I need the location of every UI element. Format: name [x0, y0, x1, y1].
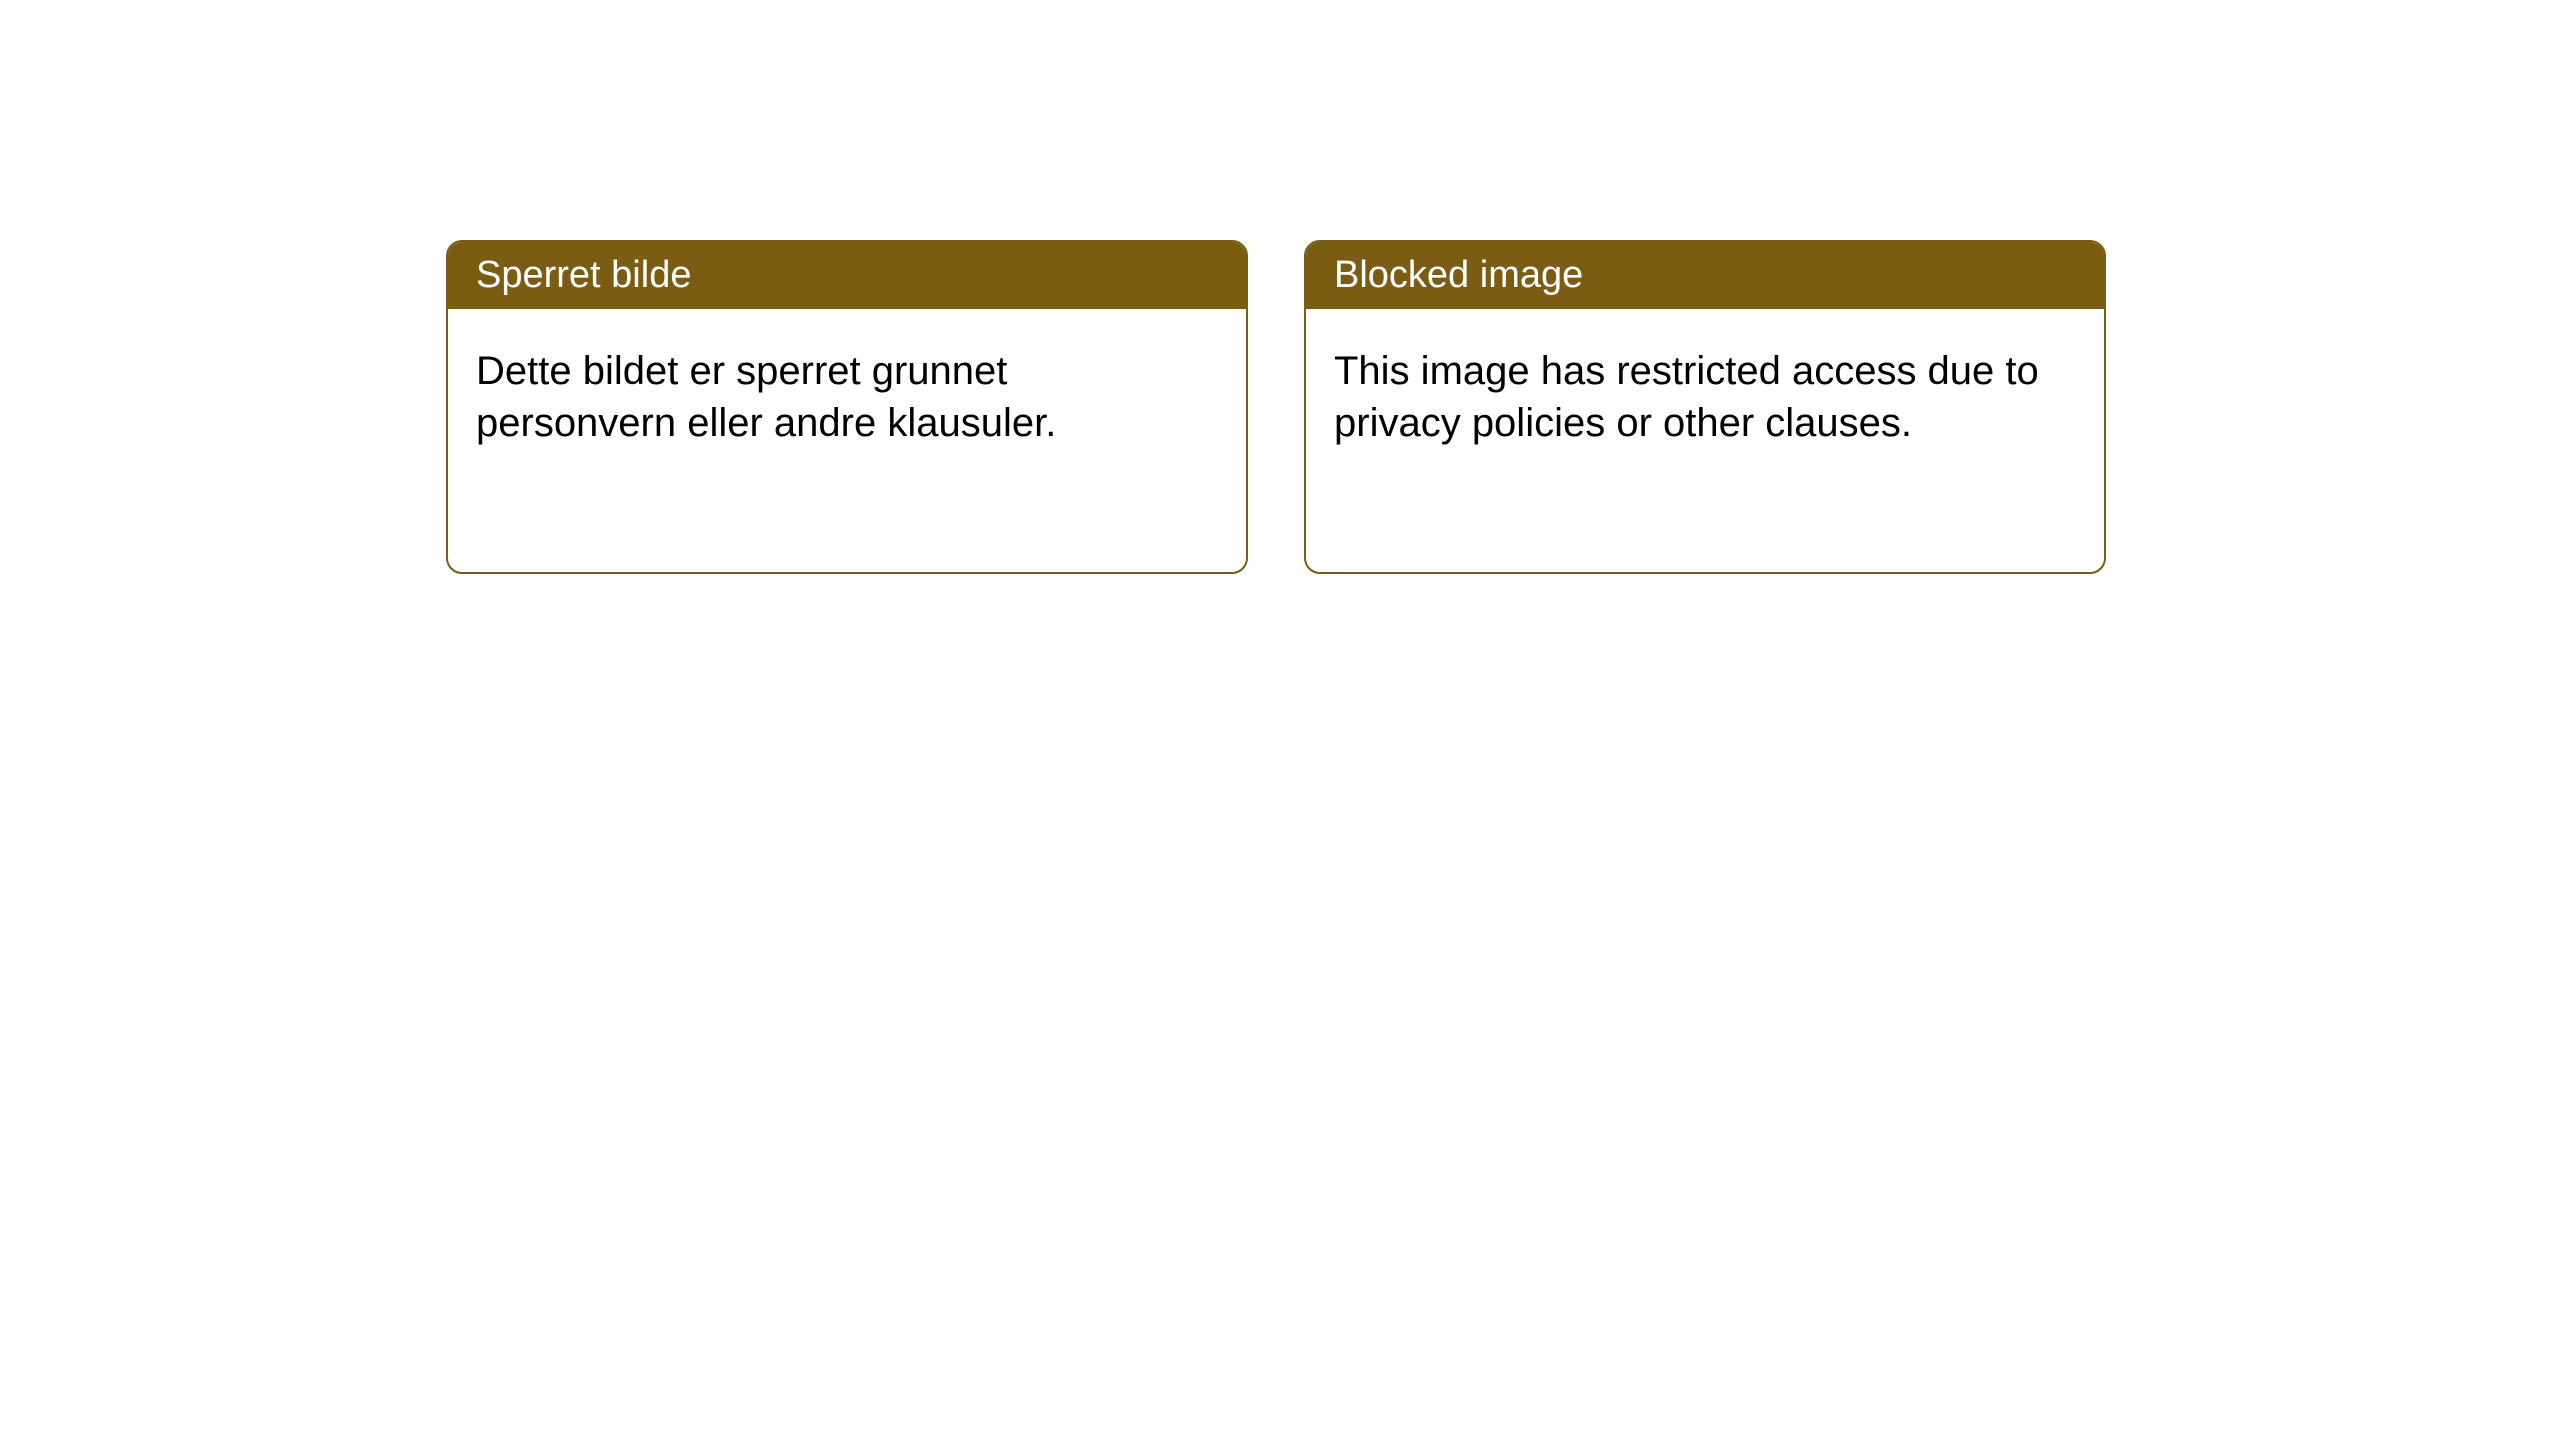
notice-card-text: Dette bildet er sperret grunnet personve…	[476, 349, 1056, 445]
notice-card-english: Blocked image This image has restricted …	[1304, 240, 2106, 574]
notice-cards-container: Sperret bilde Dette bildet er sperret gr…	[446, 240, 2106, 574]
notice-card-title: Blocked image	[1334, 254, 1583, 296]
notice-card-body: Dette bildet er sperret grunnet personve…	[448, 309, 1246, 485]
notice-card-header: Blocked image	[1306, 242, 2104, 309]
notice-card-body: This image has restricted access due to …	[1306, 309, 2104, 485]
notice-card-norwegian: Sperret bilde Dette bildet er sperret gr…	[446, 240, 1248, 574]
notice-card-header: Sperret bilde	[448, 242, 1246, 309]
notice-card-text: This image has restricted access due to …	[1334, 349, 2039, 445]
notice-card-title: Sperret bilde	[476, 254, 691, 296]
